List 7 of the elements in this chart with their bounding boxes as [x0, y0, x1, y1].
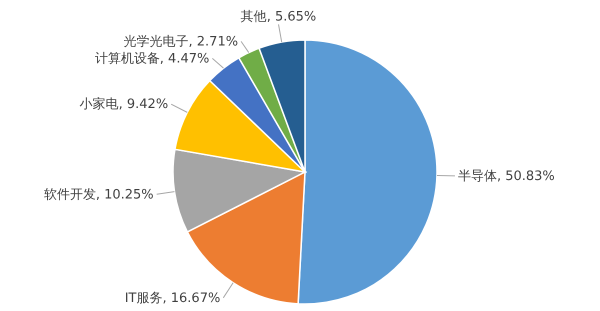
- slice-label: 半导体, 50.83%: [458, 168, 555, 184]
- slice-label: 小家电, 9.42%: [80, 96, 168, 112]
- slice-label: 光学光电子, 2.71%: [124, 34, 238, 50]
- slice-label: IT服务, 16.67%: [124, 290, 220, 306]
- slice-label: 其他, 5.65%: [240, 9, 316, 24]
- slice-label: 计算机设备, 4.47%: [94, 51, 210, 66]
- slice-label: 软件开发, 10.25%: [44, 187, 154, 202]
